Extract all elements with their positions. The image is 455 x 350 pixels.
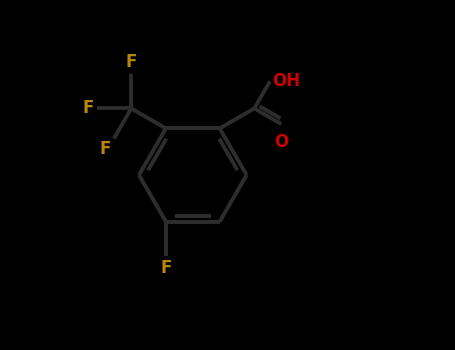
Text: F: F — [100, 140, 111, 158]
Text: F: F — [82, 99, 94, 118]
Text: OH: OH — [272, 72, 300, 90]
Text: O: O — [274, 133, 288, 151]
Text: F: F — [126, 53, 137, 71]
Text: F: F — [160, 259, 172, 277]
